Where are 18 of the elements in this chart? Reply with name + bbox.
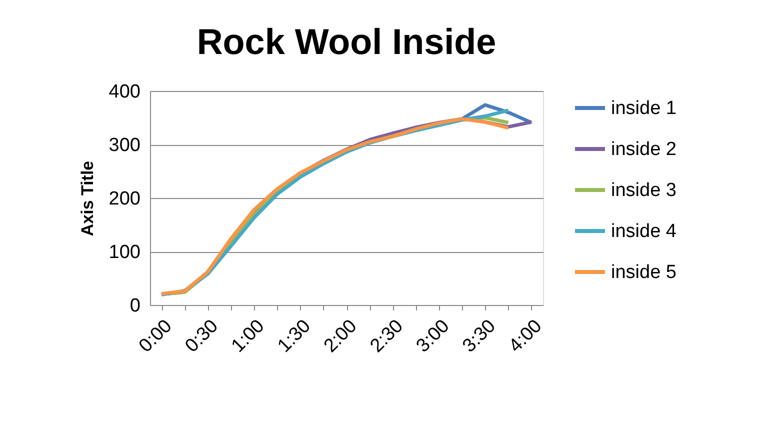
x-tick-label: 3:00 xyxy=(412,316,454,357)
y-tick-label: 300 xyxy=(108,135,140,156)
x-tick-label: 0:00 xyxy=(135,316,176,357)
x-tick-label: 3:30 xyxy=(458,316,500,357)
chart-title: Rock Wool Inside xyxy=(196,21,496,62)
legend-label: inside 4 xyxy=(611,221,677,242)
legend-label: inside 2 xyxy=(611,139,676,160)
y-tick-label: 200 xyxy=(108,188,140,210)
y-axis-title: Axis Title xyxy=(78,160,97,236)
y-tick-label: 0 xyxy=(130,296,140,316)
legend-label: inside 3 xyxy=(611,180,676,201)
x-tick-label: 4:00 xyxy=(505,316,546,357)
legend-label: inside 5 xyxy=(611,262,676,283)
y-tick-label: 400 xyxy=(108,82,140,102)
legend-label: inside 1 xyxy=(611,98,676,119)
y-tick-label: 100 xyxy=(108,242,140,263)
x-tick-label: 1:00 xyxy=(228,316,269,357)
x-tick-label: 0:30 xyxy=(181,316,222,357)
